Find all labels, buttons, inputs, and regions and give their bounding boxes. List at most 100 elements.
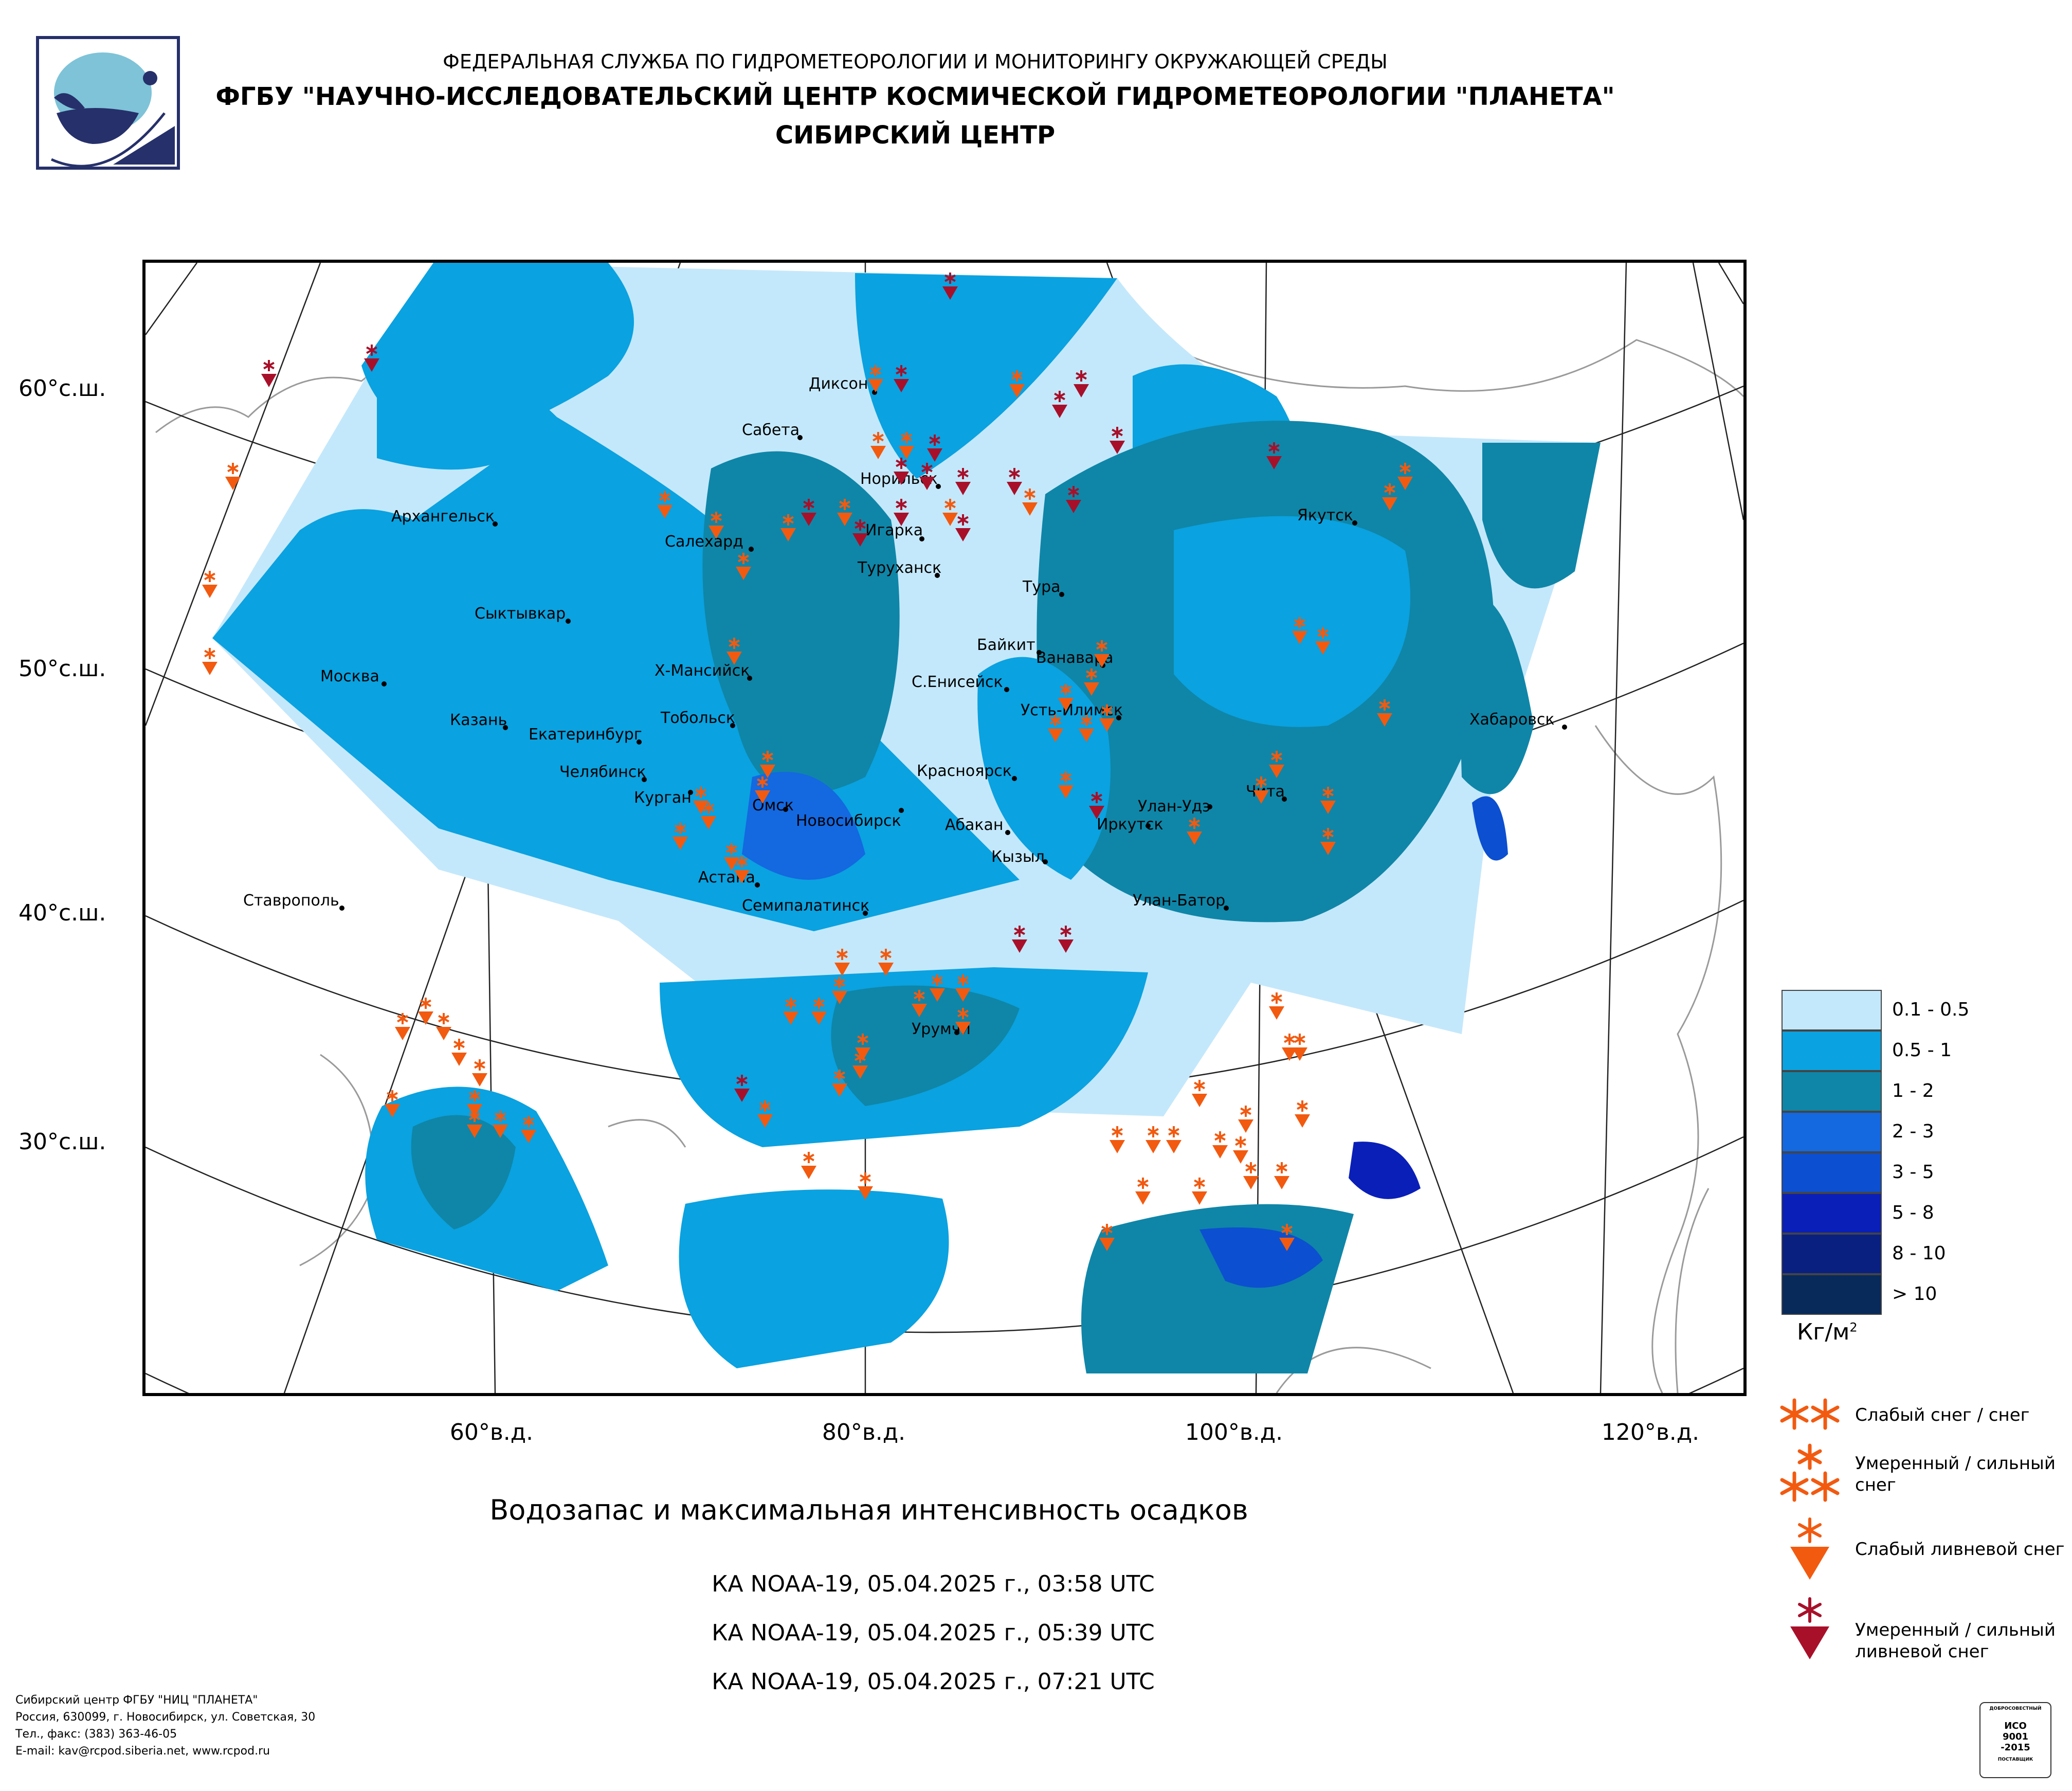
shower-snow-marker [1320,787,1336,814]
city-novosibirsk: Новосибирск [796,808,904,830]
header-center: СИБИРСКИЙ ЦЕНТР [775,121,1056,150]
svg-text:Казань: Казань [450,711,507,729]
shower-snow-marker [708,512,724,539]
svg-text:Семипалатинск: Семипалатинск [742,897,869,915]
city-kurgan: Курган [634,789,693,807]
svg-text:Омск: Омск [752,797,794,815]
triple-asterisk-icon [1780,1443,1840,1502]
footer-email: E-mail: kav@rcpod.siberia.net, www.rcpod… [15,1745,270,1758]
shower-snow-marker [1146,1126,1161,1153]
city-salekhard: Салехард [665,533,754,552]
heavy-shower-snow-marker [1007,468,1022,495]
svg-text:Курган: Курган [634,789,692,807]
heavy-shower-snow-marker [955,514,971,541]
shower-snow-marker [834,949,850,976]
shower-snow-marker [726,638,742,665]
city-arkhangelsk: Архангельск [391,508,498,527]
city-kyzyl: Кызыл [991,848,1048,866]
shower-snow-marker [436,1013,451,1040]
shower-snow-marker [1099,1224,1115,1251]
shower-snow-marker [878,949,894,976]
shower-snow-marker [734,856,750,883]
lat-label-30: 30°с.ш. [19,1129,106,1155]
shower-snow-marker [1079,715,1094,742]
shower-snow-marker [1135,1178,1151,1205]
shower-snow-marker [801,1152,816,1179]
heavy-shower-snow-marker [1110,427,1125,454]
shower-snow-marker [855,1034,870,1061]
double-asterisk-icon [1780,1398,1840,1430]
iso-certificate-badge: ДОБРОСОВЕСТНЫЙ ИСО 9001 -2015 ПОСТАВЩИК [1979,1702,2051,1778]
svg-text:Улан-Батор: Улан-Батор [1133,892,1225,910]
satellite-pass: КА NOAA-19, 05.04.2025 г., 07:21 UTC [712,1669,1155,1695]
shower-snow-marker [724,843,739,871]
svg-text:Красноярск: Красноярск [917,762,1012,780]
legend-class: > 10 [1782,1274,1977,1315]
heavy-shower-snow-marker [919,463,935,490]
shower-snow-marker [1233,1136,1248,1164]
shower-snow-marker [1009,370,1025,397]
shower-snow-marker [1187,818,1202,845]
precipitation-map[interactable]: Диксон Сабета Норильск Игарка Туруханск … [142,260,1747,1396]
city-astana: Астана [698,869,760,888]
shower-snow-marker [1058,684,1074,711]
shower-snow-marker [1192,1178,1207,1205]
city-moscow: Москва [320,667,387,686]
shower-snow-marker [1377,699,1392,727]
shower-snow-marker [1397,463,1413,490]
legend-class: 0.1 - 0.5 [1782,990,1977,1030]
shower-snow-marker [657,491,673,518]
heavy-shower-snow-marker [734,1075,750,1102]
svg-text:Диксон: Диксон [809,375,868,393]
shower-snow-marker [1238,1106,1253,1133]
shower-snow-marker [1048,715,1063,742]
lon-label-100: 100°в.д. [1185,1419,1283,1445]
shower-snow-marker [521,1116,536,1143]
svg-text:Екатеринбург: Екатеринбург [529,726,642,744]
footer-org: Сибирский центр ФГБУ "НИЦ "ПЛАНЕТА" [15,1694,258,1707]
city-baykit: Байкит [977,636,1042,655]
shower-snow-marker [1295,1100,1310,1128]
shower-snow-marker [1110,1126,1125,1153]
shower-snow-marker [1022,489,1038,516]
footer-contacts: Сибирский центр ФГБУ "НИЦ "ПЛАНЕТА" Росс… [15,1692,315,1760]
shower-snow-marker [202,648,217,675]
shower-snow-marker [1279,1224,1295,1251]
legend-class: 1 - 2 [1782,1071,1977,1112]
shower-snow-marker [395,1013,410,1040]
shower-snow-marker [385,1090,400,1117]
asterisk-triangle-icon [1790,1517,1829,1580]
precipitation-symbols [202,273,1413,1251]
city-chelyabinsk: Челябинск [559,763,647,782]
heavy-shower-snow-marker [894,499,909,526]
city-khabarovsk: Хабаровск [1469,711,1567,730]
shower-snow-marker [870,432,886,459]
city-yekaterinburg: Екатеринбург [529,726,642,745]
heavy-shower-snow-marker [261,360,277,387]
shower-snow-marker [1099,704,1115,732]
planeta-logo [36,36,180,170]
heavy-shower-snow-marker [852,519,868,547]
shower-snow-marker [1282,1034,1297,1061]
shower-snow-marker [1094,640,1110,667]
shower-snow-marker [1320,828,1336,855]
shower-snow-marker [418,998,433,1025]
legend-class: 5 - 8 [1782,1193,1977,1234]
heavy-shower-snow-marker [1266,442,1282,469]
shower-snow-marker [467,1111,482,1138]
shower-snow-marker [493,1111,508,1138]
shower-snow-marker [673,823,688,850]
city-stavropol: Ставрополь [243,892,344,911]
shower-snow-marker [1084,668,1099,696]
heavy-shower-snow-marker [894,365,909,392]
asterisk-triangle-icon [1790,1597,1829,1659]
heavy-shower-snow-marker [942,273,958,300]
shower-snow-marker [1292,1034,1307,1061]
legend-class: 2 - 3 [1782,1112,1977,1152]
shower-snow-marker [783,998,798,1025]
city-s-yeniseysk: С.Енисейск [912,673,1009,692]
shower-snow-marker [225,463,241,490]
lon-label-120: 120°в.д. [1601,1419,1700,1445]
svg-text:Челябинск: Челябинск [559,763,646,781]
shower-snow-marker [955,974,971,1002]
